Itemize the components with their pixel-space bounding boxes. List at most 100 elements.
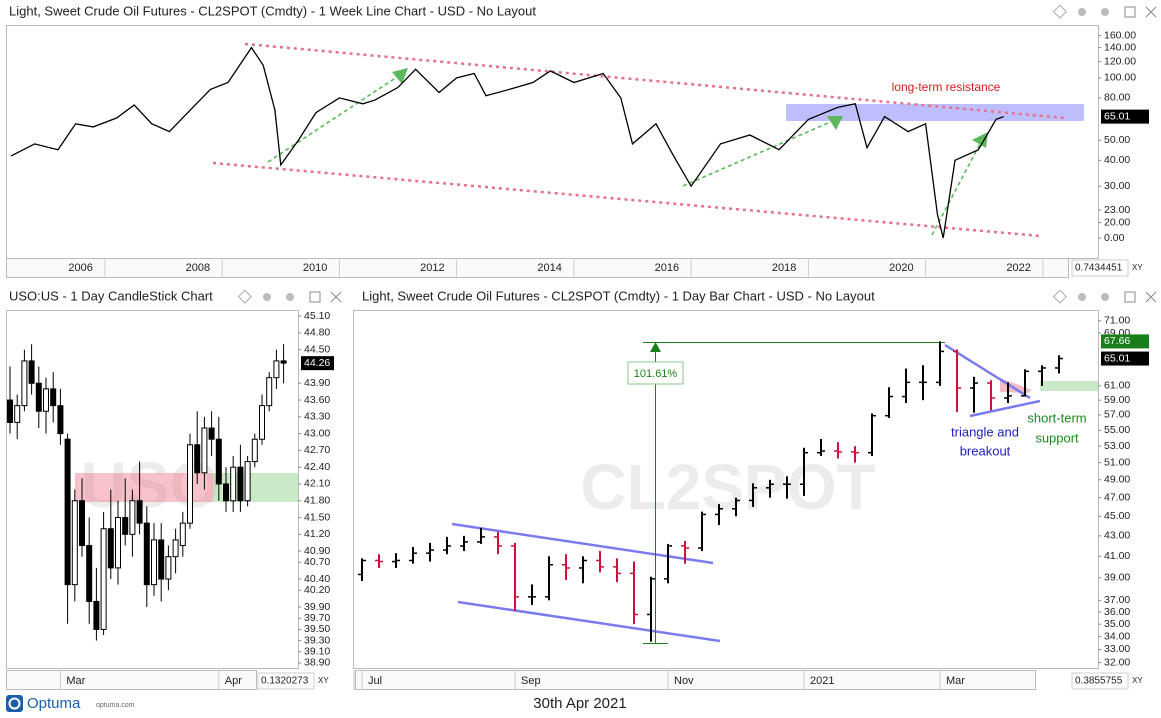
y-tick-label: 44.50 (304, 343, 330, 355)
trend-arrow (267, 74, 401, 163)
y-tick-label: 40.20 (304, 584, 330, 596)
y-tick-label: 36.00 (1104, 606, 1130, 618)
icon (263, 293, 271, 301)
y-tick-label: 43.90 (304, 377, 330, 389)
annotation-box (627, 361, 684, 385)
price-marker (1101, 351, 1149, 366)
icon (1145, 6, 1157, 18)
y-tick-label: 50.00 (1104, 134, 1130, 146)
price-marker-label: 67.66 (1104, 335, 1130, 347)
trendline (244, 42, 1066, 120)
y-tick-label: 59.00 (1104, 394, 1130, 406)
y-tick-label: 41.80 (304, 495, 330, 507)
y-tick-label: 37.00 (1104, 594, 1130, 606)
x-tick-label: 2020 (889, 262, 913, 274)
y-tick-label: 45.10 (304, 310, 330, 322)
price-marker-label: 44.26 (304, 357, 330, 369)
icon (1101, 8, 1109, 16)
y-tick-label: 47.00 (1104, 491, 1130, 503)
candle-body (237, 466, 244, 502)
candle-body (122, 517, 129, 535)
arrow-head (650, 342, 661, 352)
chart-title: Light, Sweet Crude Oil Futures - CL2SPOT… (362, 288, 875, 303)
y-tick-label: 45.00 (1104, 510, 1130, 522)
price-marker (1101, 334, 1149, 349)
candle-body (273, 360, 280, 379)
price-marker (301, 356, 334, 371)
site: optuma.com (96, 702, 135, 709)
scale-readout: 0.3855755 (1075, 676, 1123, 687)
y-tick-label: 39.70 (304, 612, 330, 624)
candle-body (187, 444, 193, 524)
icon (1145, 291, 1157, 303)
chart-title: Light, Sweet Crude Oil Futures - CL2SPOT… (9, 3, 536, 18)
x-axis-strip (6, 258, 1069, 278)
price-marker (1101, 109, 1149, 124)
y-tick-label: 40.70 (304, 556, 330, 568)
icon (330, 291, 342, 303)
scale-readout-box (1071, 672, 1129, 690)
y-tick-label: 42.70 (304, 444, 330, 456)
x-tick-label: 2016 (655, 262, 679, 274)
trend-arrow (931, 139, 983, 236)
icon (1078, 293, 1086, 301)
x-tick-label: Apr (225, 675, 242, 687)
x-tick-label: 2021 (810, 675, 834, 687)
arrow-head (827, 116, 843, 130)
x-axis-strip (355, 670, 1036, 690)
candle-body (280, 360, 287, 364)
y-tick-label: 43.60 (304, 394, 330, 406)
candle-body (143, 522, 150, 586)
separator (353, 670, 355, 690)
y-tick-label: 41.20 (304, 528, 330, 540)
candle-body (151, 539, 157, 586)
y-tick-label: 39.50 (304, 623, 330, 635)
y-tick-label: 32.00 (1104, 656, 1130, 668)
x-tick-label: 2018 (772, 262, 796, 274)
candle-body (107, 528, 114, 569)
x-tick-label: Mar (66, 675, 85, 687)
candle-body (201, 427, 208, 474)
y-tick-label: 39.30 (304, 634, 330, 646)
y-tick-label: 39.10 (304, 646, 330, 658)
x-tick-label: 2022 (1006, 262, 1030, 274)
candle-body (244, 461, 251, 502)
candle-body (115, 517, 121, 569)
icon (237, 289, 252, 304)
resistance-zone (786, 104, 1084, 121)
candle-body (71, 500, 78, 586)
candle-body (35, 382, 42, 412)
chart-title: USO:US - 1 Day CandleStick Chart (9, 288, 213, 303)
xy-button[interactable]: XY (1132, 263, 1143, 272)
arrow-head (392, 68, 408, 84)
icon (309, 291, 321, 303)
watermark: CL2SPOT (580, 451, 875, 523)
y-tick-label: 120.00 (1104, 55, 1136, 67)
annotation: breakout (960, 443, 1011, 458)
icon (1101, 293, 1109, 301)
candle-body (14, 405, 21, 423)
candle-body (165, 556, 172, 580)
candle-body (50, 388, 57, 407)
y-tick-label: 20.00 (1104, 216, 1130, 228)
y-tick-label: 55.00 (1104, 424, 1130, 436)
icon (1052, 4, 1067, 19)
y-tick-label: 38.90 (304, 657, 330, 669)
y-tick-label: 51.00 (1104, 456, 1130, 468)
y-tick-label: 42.10 (304, 478, 330, 490)
xy-button[interactable]: XY (1132, 676, 1143, 685)
y-tick-label: 43.30 (304, 411, 330, 423)
candle-body (7, 399, 13, 423)
candle-body (57, 405, 64, 435)
y-tick-label: 33.00 (1104, 643, 1130, 655)
channel-line (451, 522, 714, 565)
x-tick-label: 2010 (303, 262, 327, 274)
candle-body (251, 438, 258, 463)
price-marker-label: 65.01 (1104, 110, 1130, 122)
y-tick-label: 40.00 (1104, 154, 1130, 166)
candle-body (86, 544, 93, 602)
y-tick-label: 160.00 (1104, 29, 1136, 41)
xy-button[interactable]: XY (318, 676, 329, 685)
candle-body (259, 405, 265, 440)
